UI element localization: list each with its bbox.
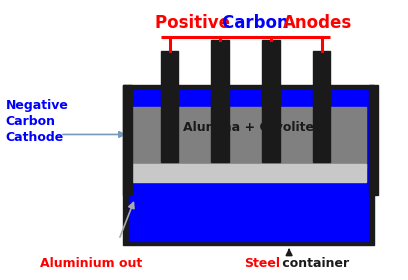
Bar [132,107,366,168]
Bar [129,90,368,241]
Text: Anodes: Anodes [283,14,352,32]
Text: Steel: Steel [244,257,281,270]
Bar [123,85,374,245]
Bar [313,51,330,162]
Text: Carbon: Carbon [222,14,295,32]
Text: Alumina + Cryolite: Alumina + Cryolite [183,121,314,134]
Text: Negative
Carbon
Cathode: Negative Carbon Cathode [5,99,68,144]
Bar [369,85,378,195]
Bar [262,40,280,162]
Text: container: container [278,257,349,270]
Text: Aluminium: Aluminium [211,168,286,181]
Bar [132,164,366,182]
Text: Aluminium out: Aluminium out [40,257,142,270]
Bar [161,51,178,162]
Text: Positive: Positive [155,14,236,32]
Bar [211,40,229,162]
Bar [123,85,132,195]
